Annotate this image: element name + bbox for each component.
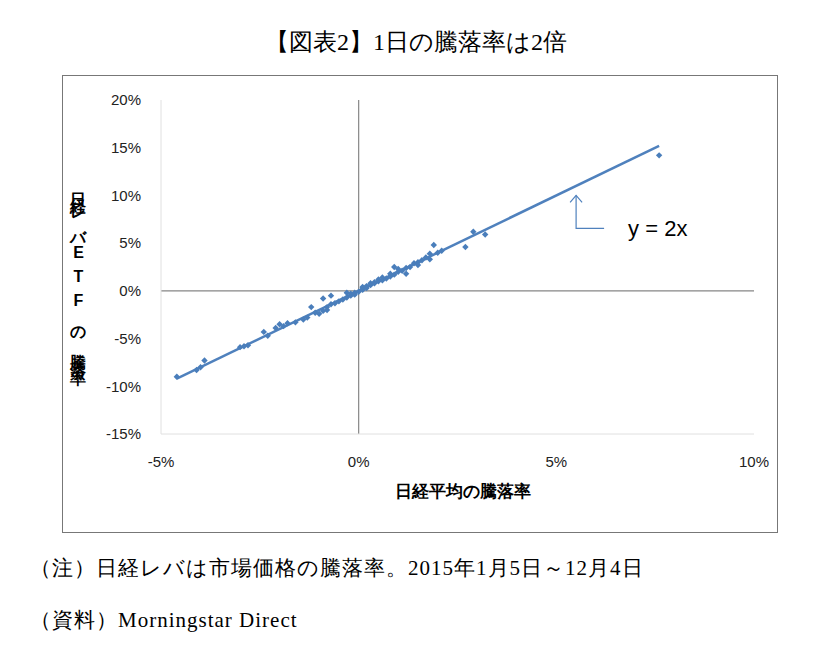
html-text:（注）日経レバは市場価格の騰落率。2015年1月5日～12月: （注）日経レバは市場価格の騰落率。2015年1月5日～12月4日 — [30, 556, 644, 580]
svg-text:10%: 10% — [739, 453, 769, 470]
svg-text:y = 2x: y = 2x — [628, 216, 687, 241]
svg-text:5%: 5% — [119, 234, 141, 251]
svg-text:10%: 10% — [111, 187, 141, 204]
html-text:日経平均の騰落率: 日経平均の騰落率 — [395, 482, 531, 501]
html-text:日経レバETFの騰落率: 日経レバETFの騰落率 — [70, 180, 87, 362]
svg-text:5%: 5% — [545, 453, 567, 470]
svg-text:0%: 0% — [119, 282, 141, 299]
svg-text:0%: 0% — [348, 453, 370, 470]
svg-text:15%: 15% — [111, 139, 141, 156]
html-text:【図表2】1日の騰落率は2倍: 【図表2】1日の騰落率は2倍 — [265, 29, 567, 55]
html-text:（資料）Morningstar Direct: （資料）Morningstar Direct — [30, 608, 298, 632]
svg-text:-15%: -15% — [106, 425, 141, 442]
svg-text:-5%: -5% — [148, 453, 175, 470]
svg-text:-10%: -10% — [106, 378, 141, 395]
svg-text:20%: 20% — [111, 91, 141, 108]
svg-text:-5%: -5% — [114, 330, 141, 347]
